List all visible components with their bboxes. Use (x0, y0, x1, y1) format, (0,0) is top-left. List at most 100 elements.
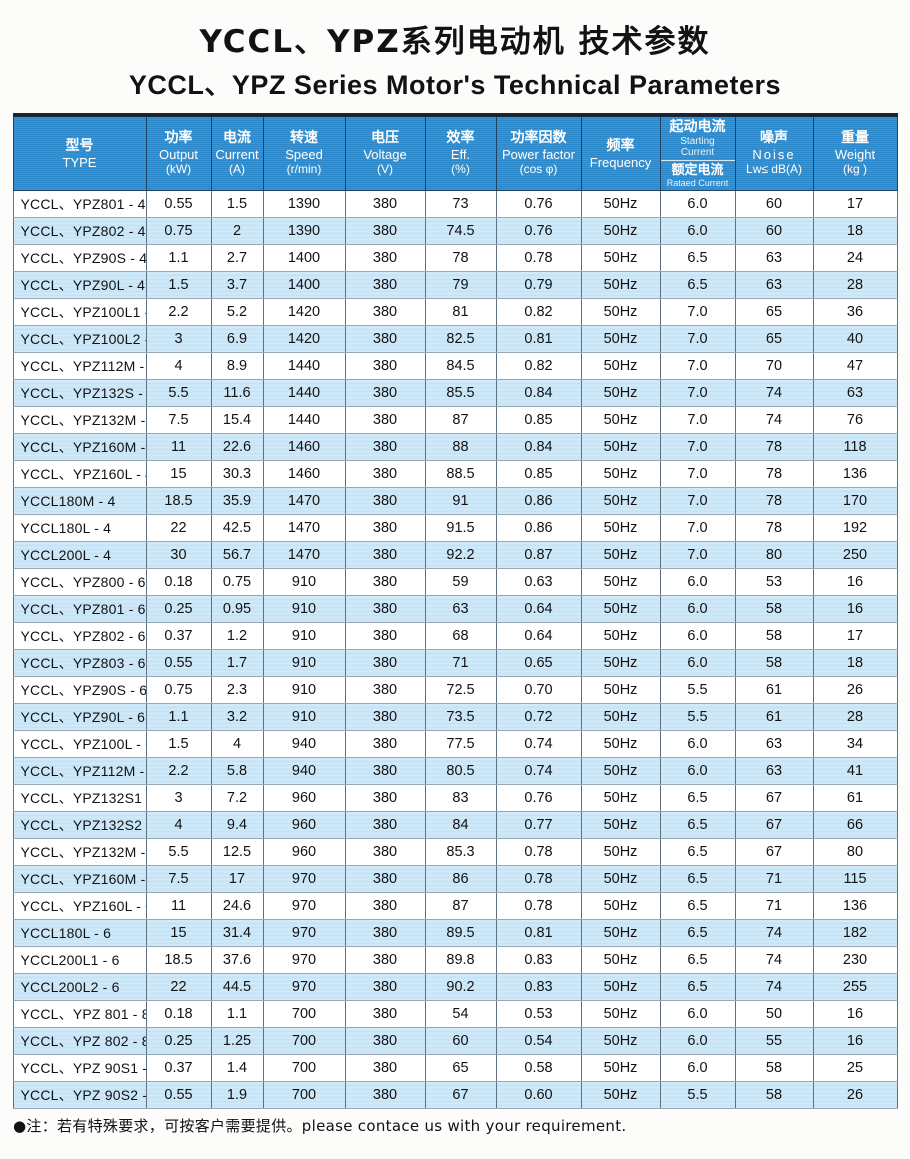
cell-value: 0.65 (495, 649, 582, 677)
cell-value: 0.78 (495, 865, 582, 893)
cell-value: 60 (734, 190, 814, 218)
col-header-weight: 重量 Weight (kg ) (812, 114, 898, 191)
cell-type: YCCL、YPZ160M - 6 (12, 865, 147, 893)
cell-value: 6.0 (659, 190, 736, 218)
col-header-power-factor: 功率因数 Power factor (cos φ) (495, 114, 582, 191)
cell-value: 67 (734, 811, 814, 839)
cell-value: 5.8 (210, 757, 264, 785)
cell-value: 0.81 (495, 919, 582, 947)
cell-value: 17 (210, 865, 264, 893)
cell-value: 380 (344, 811, 426, 839)
table-row: YCCL、YPZ160L - 4 15 30.3 1460 380 88.5 0.85 50H… (12, 460, 898, 488)
cell-value: 1460 (262, 460, 346, 488)
cell-value: 73 (424, 190, 497, 218)
cell-value: 5.5 (145, 379, 212, 407)
table-row: YCCL、YPZ112M - 6 2.2 5.8 940 380 80.5 0.74 50Hz… (12, 757, 898, 785)
cell-value: 16 (812, 568, 898, 596)
cell-value: 65 (734, 298, 814, 326)
cell-value: 6.0 (659, 1000, 736, 1028)
cell-value: 50Hz (580, 649, 661, 677)
cell-value: 700 (262, 1027, 346, 1055)
cell-value: 50Hz (580, 352, 661, 380)
cell-type: YCCL180M - 4 (12, 487, 147, 515)
cell-value: 5.5 (659, 676, 736, 704)
cell-value: 970 (262, 865, 346, 893)
cell-value: 55 (734, 1027, 814, 1055)
cell-value: 73.5 (424, 703, 497, 731)
cell-value: 36 (812, 298, 898, 326)
cell-value: 0.78 (495, 838, 582, 866)
cell-value: 2 (210, 217, 264, 245)
cell-value: 910 (262, 568, 346, 596)
cell-value: 0.78 (495, 892, 582, 920)
cell-value: 970 (262, 919, 346, 947)
cell-value: 6.5 (659, 838, 736, 866)
cell-value: 1.5 (145, 271, 212, 299)
cell-value: 50Hz (580, 919, 661, 947)
cell-value: 82.5 (424, 325, 497, 353)
col-header-voltage: 电压 Voltage (V) (344, 114, 426, 191)
cell-type: YCCL、YPZ90L - 6 (12, 703, 147, 731)
cell-type: YCCL、YPZ90L - 4 (12, 271, 147, 299)
cell-value: 910 (262, 595, 346, 623)
cell-value: 118 (812, 433, 898, 461)
cell-value: 380 (344, 514, 426, 542)
cell-value: 30 (145, 541, 212, 569)
cell-value: 0.18 (145, 568, 212, 596)
table-row: YCCL、YPZ 90S1 - 8 0.37 1.4 700 380 65 0.58 50Hz… (12, 1054, 898, 1082)
cell-value: 380 (344, 919, 426, 947)
cell-value: 6.5 (659, 892, 736, 920)
cell-value: 58 (734, 1054, 814, 1082)
cell-value: 72.5 (424, 676, 497, 704)
cell-value: 0.84 (495, 379, 582, 407)
cell-value: 7.0 (659, 541, 736, 569)
cell-value: 80.5 (424, 757, 497, 785)
cell-value: 380 (344, 1000, 426, 1028)
cell-value: 960 (262, 784, 346, 812)
cell-value: 380 (344, 703, 426, 731)
cell-value: 0.77 (495, 811, 582, 839)
cell-value: 54 (424, 1000, 497, 1028)
cell-value: 0.63 (495, 568, 582, 596)
cell-value: 18.5 (145, 946, 212, 974)
cell-type: YCCL、YPZ132M - 6 (12, 838, 147, 866)
cell-value: 15 (145, 919, 212, 947)
cell-value: 380 (344, 460, 426, 488)
cell-value: 67 (424, 1081, 497, 1109)
cell-value: 970 (262, 892, 346, 920)
cell-value: 0.83 (495, 973, 582, 1001)
table-row: YCCL、YPZ132S - 4 5.5 11.6 1440 380 85.5 0.84 50… (12, 379, 898, 407)
cell-value: 50Hz (580, 487, 661, 515)
cell-value: 80 (734, 541, 814, 569)
cell-value: 89.8 (424, 946, 497, 974)
cell-value: 63 (424, 595, 497, 623)
cell-value: 50Hz (580, 460, 661, 488)
cell-type: YCCL、YPZ100L1 - 4 (12, 298, 147, 326)
cell-type: YCCL、YPZ160M - 4 (12, 433, 147, 461)
cell-value: 9.4 (210, 811, 264, 839)
cell-type: YCCL、YPZ802 - 4 (12, 217, 147, 245)
table-row: YCCL、YPZ801 - 6 0.25 0.95 910 380 63 0.64 50Hz 6… (12, 595, 898, 623)
table-row: YCCL、YPZ800 - 6 0.18 0.75 910 380 59 0.63 50Hz 6… (12, 568, 898, 596)
cell-value: 0.85 (495, 460, 582, 488)
cell-value: 1.1 (145, 244, 212, 272)
cell-value: 1.5 (145, 730, 212, 758)
cell-value: 18 (812, 217, 898, 245)
cell-value: 88.5 (424, 460, 497, 488)
cell-value: 50Hz (580, 595, 661, 623)
cell-value: 380 (344, 946, 426, 974)
cell-value: 78 (734, 460, 814, 488)
cell-value: 940 (262, 757, 346, 785)
col-header-output: 功率 Output (kW) (145, 114, 212, 191)
cell-value: 50Hz (580, 892, 661, 920)
cell-value: 960 (262, 811, 346, 839)
table-row: YCCL、YPZ90S - 4 1.1 2.7 1400 380 78 0.78 50Hz 6.… (12, 244, 898, 272)
cell-value: 42.5 (210, 514, 264, 542)
cell-type: YCCL、YPZ132S2 - 6 (12, 811, 147, 839)
cell-value: 0.84 (495, 433, 582, 461)
cell-value: 84 (424, 811, 497, 839)
cell-type: YCCL、YPZ100L - 6 (12, 730, 147, 758)
cell-value: 1.7 (210, 649, 264, 677)
cell-value: 1420 (262, 298, 346, 326)
cell-value: 92.2 (424, 541, 497, 569)
